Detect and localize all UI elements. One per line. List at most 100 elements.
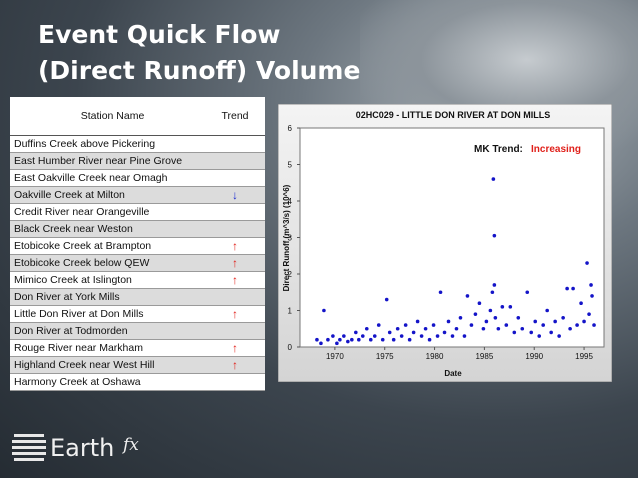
data-point (561, 316, 565, 320)
trend-arrow: ↓ (232, 188, 238, 202)
data-point (427, 337, 432, 342)
table-header: Station Name Trend (10, 97, 265, 136)
table-row: Etobicoke Creek at Brampton ↑ (10, 238, 265, 255)
data-point (508, 305, 513, 309)
data-point (512, 330, 517, 335)
y-tick-label: 6 (288, 124, 293, 133)
x-tick-label: 1970 (326, 352, 344, 361)
data-point (403, 323, 408, 327)
data-point (492, 233, 497, 238)
station-name: East Humber River near Pine Grove (14, 155, 183, 167)
data-point (415, 319, 420, 324)
table-row: East Oakville Creek near Omagh (10, 170, 265, 187)
data-point (407, 337, 412, 342)
station-table: Station Name Trend Duffins Creek above P… (10, 97, 265, 391)
data-point (454, 326, 459, 331)
data-point (484, 319, 489, 324)
data-point (575, 323, 579, 327)
data-point (319, 341, 323, 346)
data-point (391, 337, 396, 342)
y-tick-label: 5 (288, 161, 293, 170)
data-point (423, 326, 428, 331)
table-row: Credit River near Orangeville (10, 204, 265, 221)
x-axis-label: Date (444, 369, 462, 378)
data-point (338, 337, 342, 342)
y-tick-label: 4 (288, 197, 293, 206)
table-row: Rouge River near Markham ↑ (10, 340, 265, 357)
table-row: Harmony Creek at Oshawa (10, 374, 265, 391)
chart: 02HC029 - LITTLE DON RIVER AT DON MILLS … (278, 104, 612, 382)
data-point (368, 337, 373, 342)
data-point (462, 334, 467, 338)
data-point (592, 323, 596, 327)
data-point (360, 334, 365, 338)
station-name: Credit River near Orangeville (14, 206, 150, 218)
station-name: East Oakville Creek near Omagh (14, 172, 168, 184)
data-point (579, 301, 583, 305)
x-tick-label: 1995 (575, 352, 593, 361)
data-point (364, 326, 369, 331)
table-row: Highland Creek near West Hill ↑ (10, 357, 265, 374)
data-point (387, 330, 392, 335)
data-point (541, 323, 545, 327)
table-row: Oakville Creek at Milton ↓ (10, 187, 265, 204)
data-point (481, 326, 486, 331)
data-point (346, 339, 350, 344)
data-point (335, 341, 339, 346)
table-row: Black Creek near Weston (10, 221, 265, 238)
data-point (585, 261, 589, 265)
annotation-label: MK Trend: (474, 144, 523, 155)
data-point (488, 308, 493, 313)
data-point (565, 286, 569, 291)
data-point (458, 316, 463, 320)
station-name: Little Don River at Don Mills (14, 308, 144, 320)
plot-area (299, 127, 605, 348)
data-point (384, 297, 389, 302)
data-point (590, 294, 594, 298)
y-tick-label: 3 (288, 234, 293, 243)
table-row: Don River at York Mills (10, 289, 265, 306)
data-point (492, 283, 497, 287)
table-body: Duffins Creek above Pickering East Humber… (10, 136, 265, 391)
trend-arrow: ↑ (232, 358, 238, 372)
data-point (493, 316, 498, 320)
data-point (533, 319, 538, 324)
y-tick-label: 1 (288, 307, 293, 316)
annotation-value: Increasing (531, 144, 581, 155)
trend-arrow: ↑ (232, 239, 238, 253)
trend-arrow: ↑ (232, 256, 238, 270)
data-point (500, 305, 505, 309)
x-tick-label: 1985 (475, 352, 493, 361)
logo: Earth fx (12, 434, 139, 462)
data-point (354, 330, 358, 335)
table-row: Duffins Creek above Pickering (10, 136, 265, 153)
data-point (380, 337, 385, 342)
table-row: Little Don River at Don Mills ↑ (10, 306, 265, 323)
data-point (545, 308, 549, 313)
data-point (438, 290, 443, 295)
data-point (496, 326, 501, 331)
data-point (587, 312, 591, 316)
trend-arrow: ↑ (232, 307, 238, 321)
data-point (491, 177, 496, 181)
table-row: Don River at Todmorden (10, 323, 265, 340)
station-name: Harmony Creek at Oshawa (14, 376, 141, 388)
table-row: Mimico Creek at Islington ↑ (10, 272, 265, 289)
data-point (516, 316, 521, 320)
data-point (419, 334, 424, 338)
station-name: Black Creek near Weston (14, 223, 133, 235)
data-point (525, 290, 530, 295)
data-point (549, 330, 553, 335)
data-point (350, 337, 354, 342)
data-point (537, 334, 542, 338)
data-point (589, 283, 593, 287)
data-point (442, 330, 447, 335)
data-point (520, 326, 525, 331)
station-name: Rouge River near Markham (14, 342, 143, 354)
header-cell: Trend (221, 110, 249, 122)
logo-suffix: fx (121, 435, 139, 455)
chart-title: 02HC029 - LITTLE DON RIVER AT DON MILLS (356, 110, 551, 120)
data-point (446, 319, 451, 324)
slide-title: (Direct Runoff) Volume (38, 56, 361, 85)
data-point (331, 334, 335, 338)
